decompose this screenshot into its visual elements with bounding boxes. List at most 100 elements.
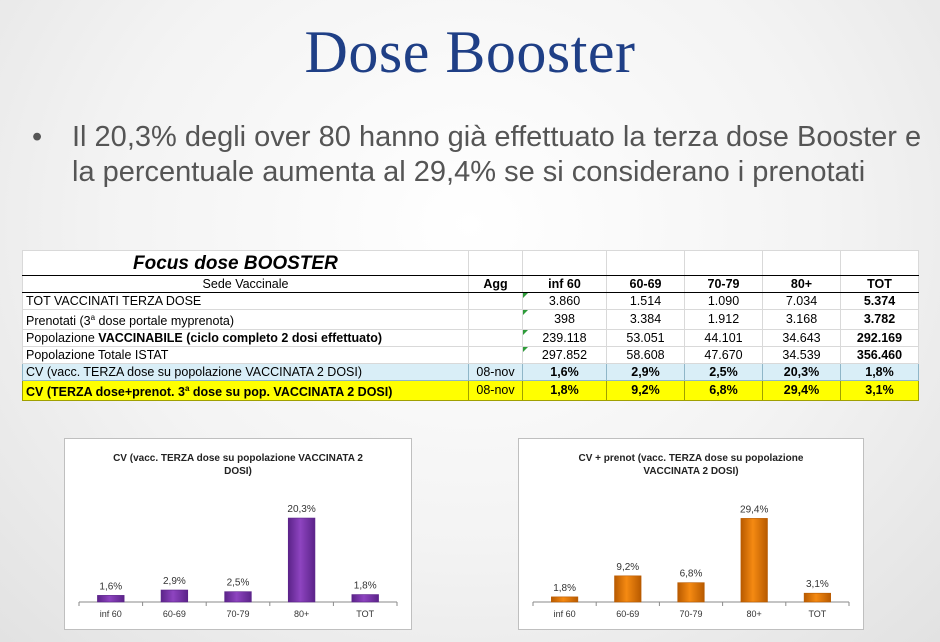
cell-60-69: 58.608 [606,346,685,365]
cell-inf60: 239.118 [522,329,607,348]
slide-title: Dose Booster [304,19,636,85]
chart-cv-bar [351,594,379,603]
table-row: Popolazione VACCINABILE (ciclo completo … [22,329,919,348]
chart-cv-prenot-bar [614,575,642,603]
cell-80plus: 3.168 [762,308,841,331]
row-label: CV (vacc. TERZA dose su popolazione VACC… [22,363,469,382]
cell-70-79: 1.090 [684,292,763,310]
chart-cv-value-label: 2,5% [227,578,250,589]
header-80plus: 80+ [762,275,841,293]
chart-cv-prenot-bar [677,582,705,603]
cell-80plus: 34.643 [762,329,841,348]
chart-cv-prenot-category-label: 80+ [747,609,762,619]
table-row: TOT VACCINATI TERZA DOSE 3.860 1.514 1.0… [22,292,919,310]
chart-cv-prenot-bar [803,592,831,603]
row-agg [468,292,523,310]
cell-70-79: 2,5% [684,363,763,382]
table-row-cv-prenot: CV (TERZA dose+prenot. 3a dose su pop. V… [22,380,919,402]
chart-cv-prenot-value-label: 29,4% [740,504,768,515]
cell-inf60: 1,6% [522,363,607,382]
cell-80plus: 29,4% [762,380,841,402]
cell-70-79: 1.912 [684,308,763,331]
cell-inf60: 398 [522,308,607,331]
chart-cv-prenot-title-line: VACCINATA 2 DOSI) [643,466,738,477]
cell-tot: 1,8% [840,363,919,382]
chart-cv-prenot-svg: CV + prenot (vacc. TERZA dose su popolaz… [532,453,850,619]
cell-80plus: 34.539 [762,346,841,365]
header-inf60: inf 60 [522,275,607,293]
header-70-79: 70-79 [684,275,763,293]
row-label: Prenotati (3a dose portale myprenota) [22,308,469,331]
cell-70-79: 44.101 [684,329,763,348]
row-label: TOT VACCINATI TERZA DOSE [22,292,469,310]
bullet-marker: • [32,121,43,153]
chart-cv-bar [160,589,189,603]
header-tot: TOT [840,275,919,293]
chart-cv-category-label: 70-79 [226,609,249,619]
chart-cv-prenot-value-label: 6,8% [680,569,703,580]
table-title-row: Focus dose BOOSTER [22,250,919,276]
header-sede: Sede Vaccinale [22,275,469,293]
header-agg: Agg [468,275,523,293]
cell-tot: 3,1% [840,380,919,402]
chart-cv-prenot-title-line: CV + prenot (vacc. TERZA dose su popolaz… [579,453,804,464]
cell-60-69: 9,2% [606,380,685,402]
chart-cv-category-label: 80+ [294,609,309,619]
chart-cv-value-label: 20,3% [287,504,315,515]
chart-cv-prenot-category-label: 70-79 [679,609,702,619]
table-row: Popolazione Totale ISTAT 297.852 58.608 … [22,346,919,365]
chart-cv-value-label: 1,8% [354,581,377,592]
row-label: Popolazione VACCINABILE (ciclo completo … [22,329,469,348]
cell-tot: 5.374 [840,292,919,310]
chart-cv-prenot-category-label: 60-69 [616,609,639,619]
chart-cv-title-line: DOSI) [224,466,252,477]
chart-cv-category-label: inf 60 [100,609,122,619]
chart-cv-bar [97,595,125,603]
row-agg: 08-nov [468,363,523,382]
cell-60-69: 53.051 [606,329,685,348]
table-row: Prenotati (3a dose portale myprenota) 39… [22,308,919,331]
chart-cv-title-line: CV (vacc. TERZA dose su popolazione VACC… [113,453,363,464]
chart-cv-prenot-category-label: inf 60 [554,609,576,619]
chart-cv-value-label: 1,6% [99,581,122,592]
cell-inf60: 3.860 [522,292,607,310]
table-row-cv: CV (vacc. TERZA dose su popolazione VACC… [22,363,919,382]
row-agg [468,308,523,331]
chart-cv-svg: CV (vacc. TERZA dose su popolazione VACC… [78,453,398,619]
header-60-69: 60-69 [606,275,685,293]
row-agg: 08-nov [468,380,523,402]
cell-tot: 3.782 [840,308,919,331]
cell-60-69: 2,9% [606,363,685,382]
row-agg [468,346,523,365]
cell-tot: 356.460 [840,346,919,365]
cell-tot: 292.169 [840,329,919,348]
chart-cv-category-label: 60-69 [163,609,186,619]
table-title: Focus dose BOOSTER [22,250,469,276]
chart-cv-prenot-value-label: 3,1% [806,579,829,590]
cell-70-79: 47.670 [684,346,763,365]
chart-cv-prenot: CV + prenot (vacc. TERZA dose su popolaz… [518,438,864,630]
chart-cv: CV (vacc. TERZA dose su popolazione VACC… [64,438,412,630]
table-header-row: Sede Vaccinale Agg inf 60 60-69 70-79 80… [22,275,919,293]
row-agg [468,329,523,348]
bullet-text: Il 20,3% degli over 80 hanno già effettu… [72,121,922,188]
focus-table: Focus dose BOOSTER Sede Vaccinale Agg in… [22,250,919,402]
cell-80plus: 7.034 [762,292,841,310]
chart-cv-prenot-bar [551,596,579,603]
cell-60-69: 1.514 [606,292,685,310]
chart-cv-prenot-value-label: 9,2% [616,562,639,573]
cell-60-69: 3.384 [606,308,685,331]
cell-80plus: 20,3% [762,363,841,382]
row-label: Popolazione Totale ISTAT [22,346,469,365]
chart-cv-prenot-value-label: 1,8% [553,583,576,594]
cell-70-79: 6,8% [684,380,763,402]
cell-inf60: 297.852 [522,346,607,365]
chart-cv-bar [287,517,316,603]
chart-cv-value-label: 2,9% [163,576,186,587]
chart-cv-prenot-bar [740,518,768,603]
cell-inf60: 1,8% [522,380,607,402]
row-label: CV (TERZA dose+prenot. 3a dose su pop. V… [22,380,469,402]
chart-cv-bar [224,591,252,603]
chart-cv-category-label: TOT [356,609,374,619]
chart-cv-prenot-category-label: TOT [808,609,826,619]
